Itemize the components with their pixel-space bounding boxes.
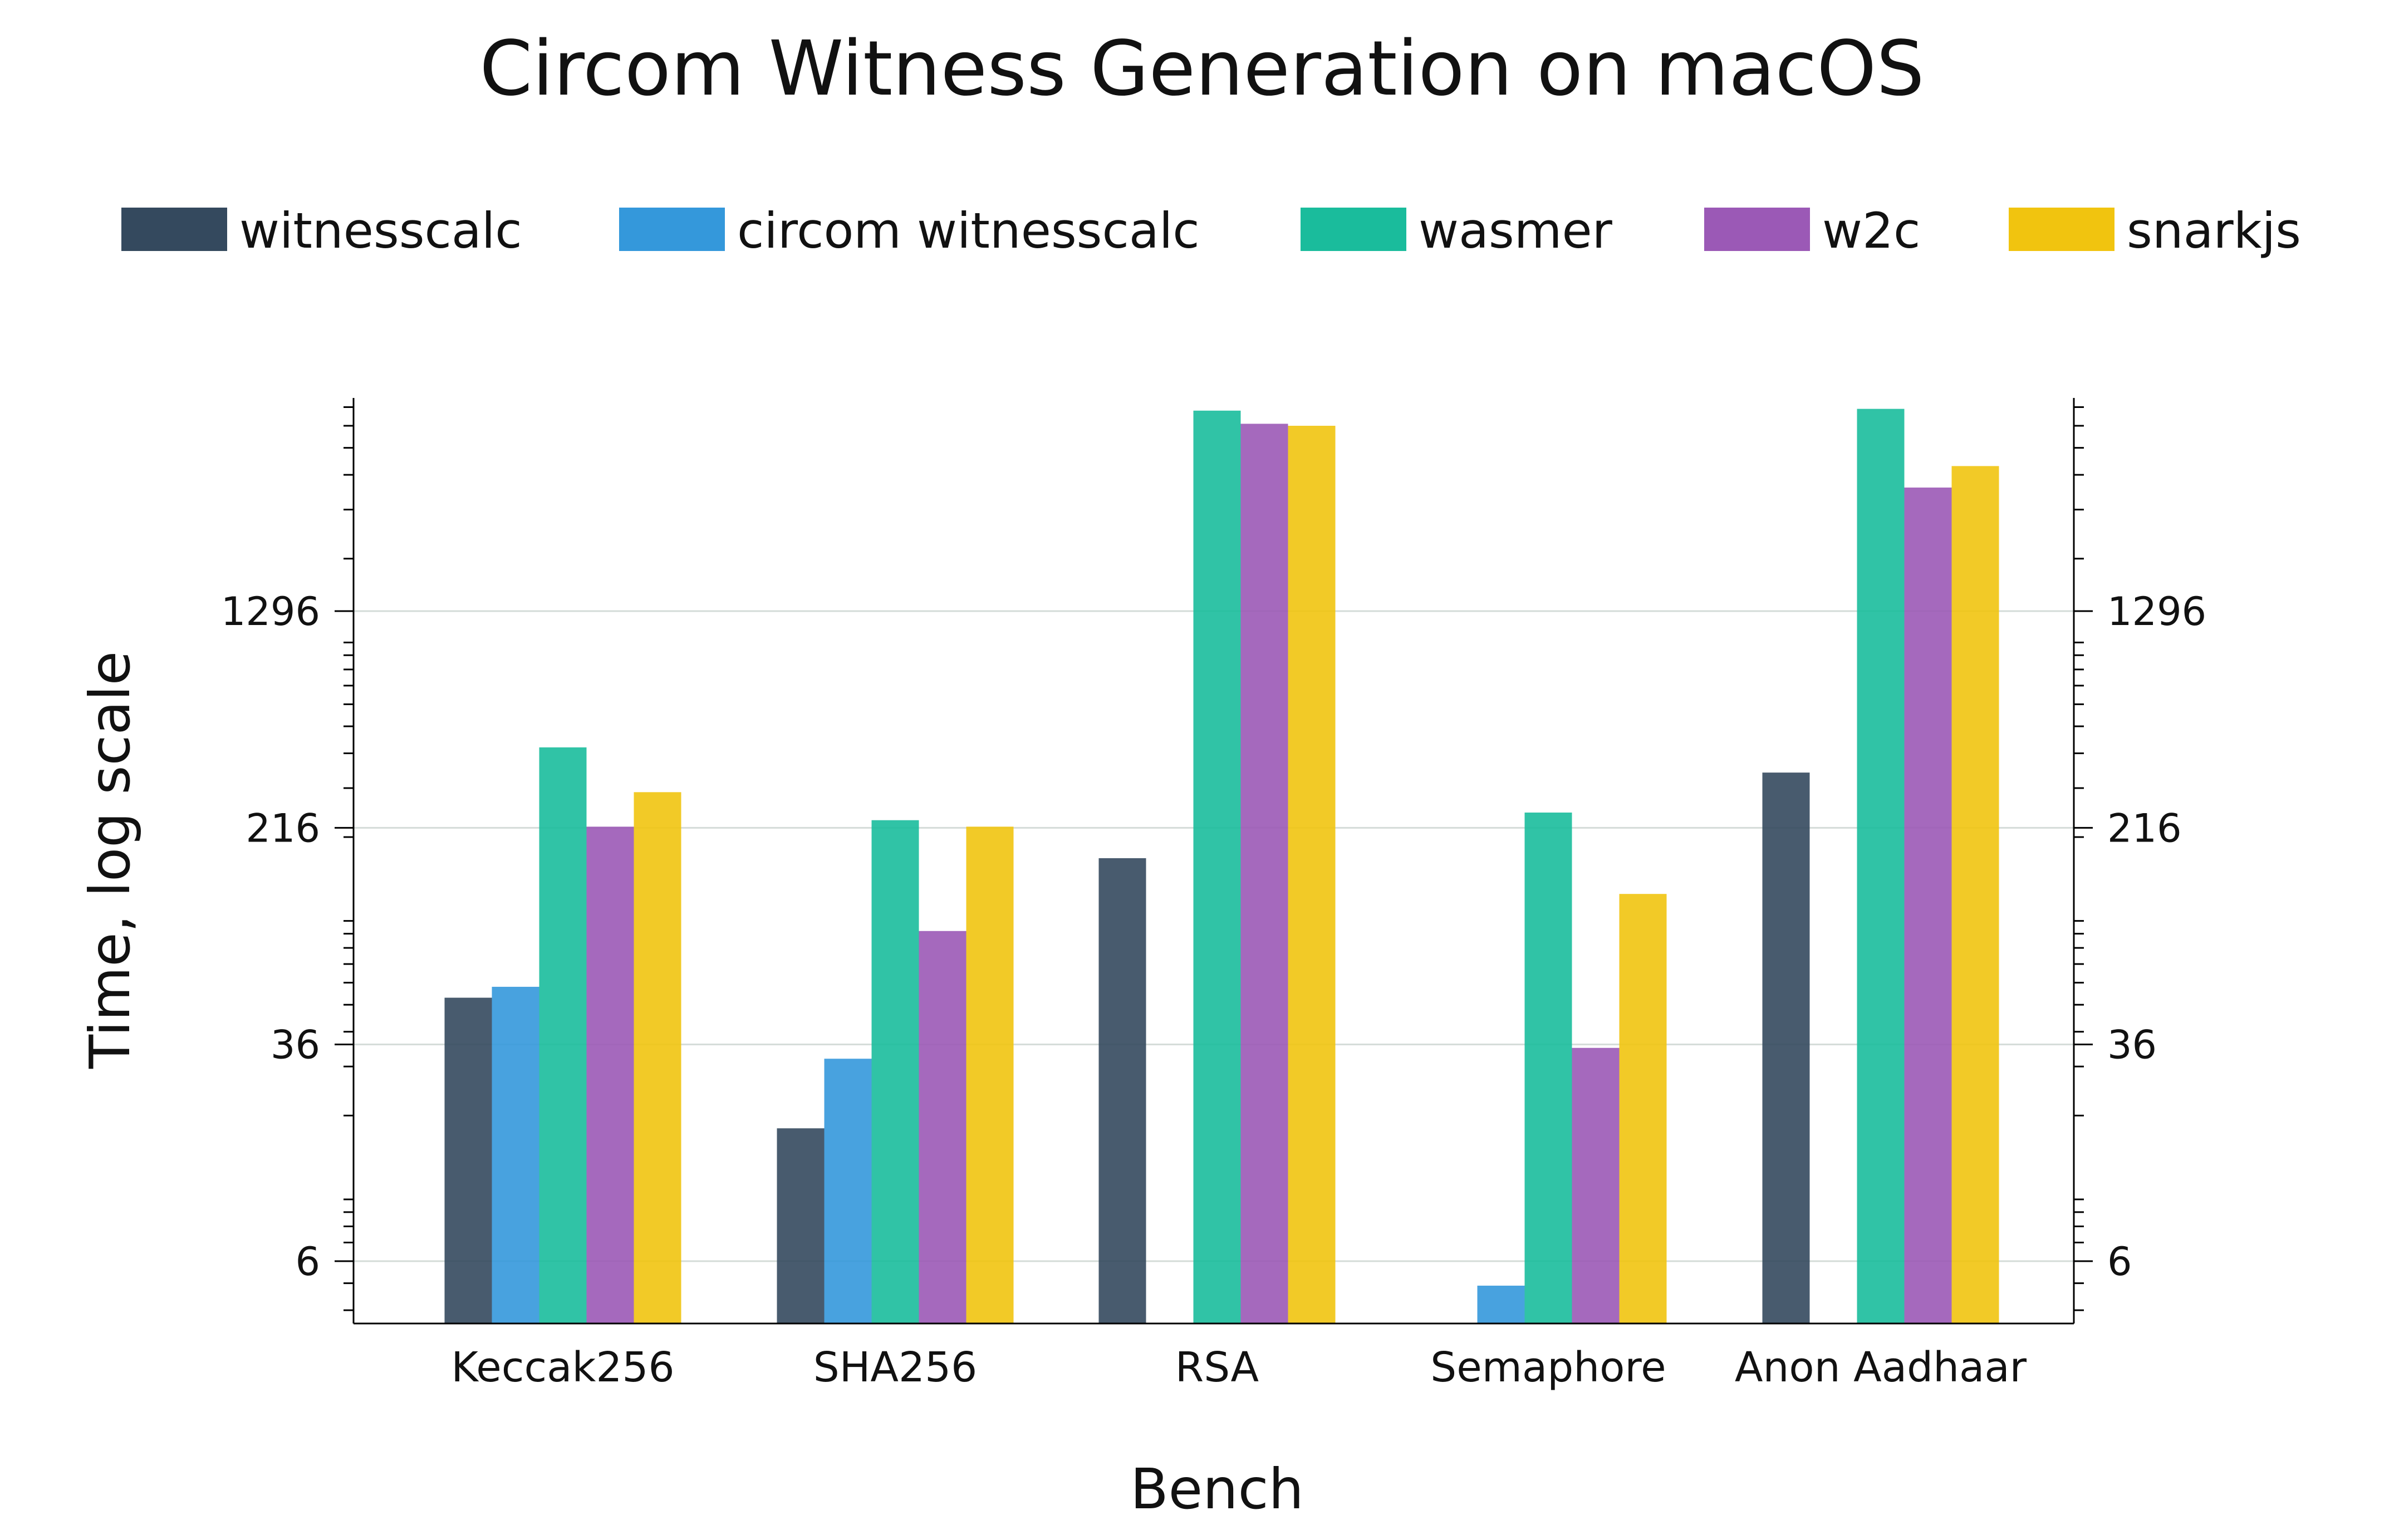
y-tick-label-left: 216 bbox=[246, 805, 320, 851]
legend: witnesscalc circom witnesscalc wasmer w2c sn… bbox=[121, 202, 2301, 259]
legend-item-witnesscalc: witnesscalc bbox=[121, 202, 522, 259]
legend-item-snarkjs: snarkjs bbox=[2009, 202, 2301, 259]
y-tick-label-left: 1296 bbox=[221, 589, 320, 634]
bar-snarkjs-RSA bbox=[1288, 426, 1336, 1323]
legend-item-circom-witnesscalc: circom witnesscalc bbox=[619, 202, 1200, 259]
x-tick-label: RSA bbox=[1175, 1344, 1259, 1391]
x-tick-label: Anon Aadhaar bbox=[1735, 1344, 2027, 1391]
bar-circom-witnesscalc-SHA256 bbox=[824, 1059, 872, 1323]
legend-label: wasmer bbox=[1419, 202, 1613, 259]
bar-witnesscalc-SHA256 bbox=[777, 1128, 825, 1323]
chart-title: Circom Witness Generation on macOS bbox=[479, 25, 1924, 113]
legend-swatch bbox=[1301, 208, 1406, 251]
x-axis-label: Bench bbox=[1130, 1457, 1304, 1522]
legend-label: witnesscalc bbox=[239, 202, 522, 259]
y-tick-label-right: 1296 bbox=[2107, 589, 2206, 634]
ticks: 6 6 36 36 216 216 1296 1296 bbox=[221, 406, 2206, 1311]
bar-circom-witnesscalc-Semaphore bbox=[1477, 1286, 1525, 1323]
bar-snarkjs-Anon-Aadhaar bbox=[1951, 466, 1999, 1323]
y-axis-label: Time, log scale bbox=[77, 651, 143, 1069]
bar-w2c-SHA256 bbox=[919, 931, 966, 1323]
bar-witnesscalc-RSA bbox=[1098, 858, 1146, 1323]
legend-item-w2c: w2c bbox=[1704, 202, 1920, 259]
legend-swatch bbox=[619, 208, 725, 251]
y-tick-label-left: 36 bbox=[271, 1022, 320, 1068]
y-tick-label-left: 6 bbox=[295, 1239, 320, 1285]
bar-w2c-Keccak256 bbox=[586, 826, 634, 1323]
bar-wasmer-RSA bbox=[1193, 410, 1241, 1324]
bar-snarkjs-Keccak256 bbox=[634, 792, 681, 1323]
y-tick-label-right: 216 bbox=[2107, 805, 2182, 851]
x-tick-label: SHA256 bbox=[813, 1344, 977, 1391]
bar-wasmer-SHA256 bbox=[871, 820, 919, 1323]
bar-w2c-RSA bbox=[1240, 424, 1288, 1323]
y-tick-label-right: 6 bbox=[2107, 1239, 2132, 1285]
category-labels: Keccak256 SHA256 RSA Semaphore Anon Aadhaar bbox=[451, 1344, 2027, 1391]
legend-swatch bbox=[1704, 208, 1810, 251]
legend-item-wasmer: wasmer bbox=[1301, 202, 1613, 259]
bar-wasmer-Semaphore bbox=[1524, 812, 1572, 1323]
legend-label: snarkjs bbox=[2127, 202, 2301, 259]
x-tick-label: Semaphore bbox=[1430, 1344, 1666, 1391]
bar-wasmer-Anon-Aadhaar bbox=[1857, 409, 1905, 1323]
x-tick-label: Keccak256 bbox=[451, 1344, 674, 1391]
bar-wasmer-Keccak256 bbox=[539, 747, 587, 1323]
legend-swatch bbox=[121, 208, 227, 251]
axes bbox=[352, 398, 2075, 1325]
bar-witnesscalc-Keccak256 bbox=[444, 997, 492, 1323]
legend-label: w2c bbox=[1822, 202, 1920, 259]
bar-w2c-Anon-Aadhaar bbox=[1904, 488, 1952, 1323]
legend-label: circom witnesscalc bbox=[737, 202, 1200, 259]
bar-snarkjs-SHA256 bbox=[966, 826, 1014, 1323]
bars bbox=[444, 409, 1999, 1324]
bar-w2c-Semaphore bbox=[1572, 1047, 1620, 1323]
legend-swatch bbox=[2009, 208, 2114, 251]
bar-circom-witnesscalc-Keccak256 bbox=[492, 987, 539, 1323]
bar-snarkjs-Semaphore bbox=[1619, 894, 1667, 1323]
bar-witnesscalc-Anon-Aadhaar bbox=[1762, 773, 1810, 1323]
y-tick-label-right: 36 bbox=[2107, 1022, 2157, 1068]
